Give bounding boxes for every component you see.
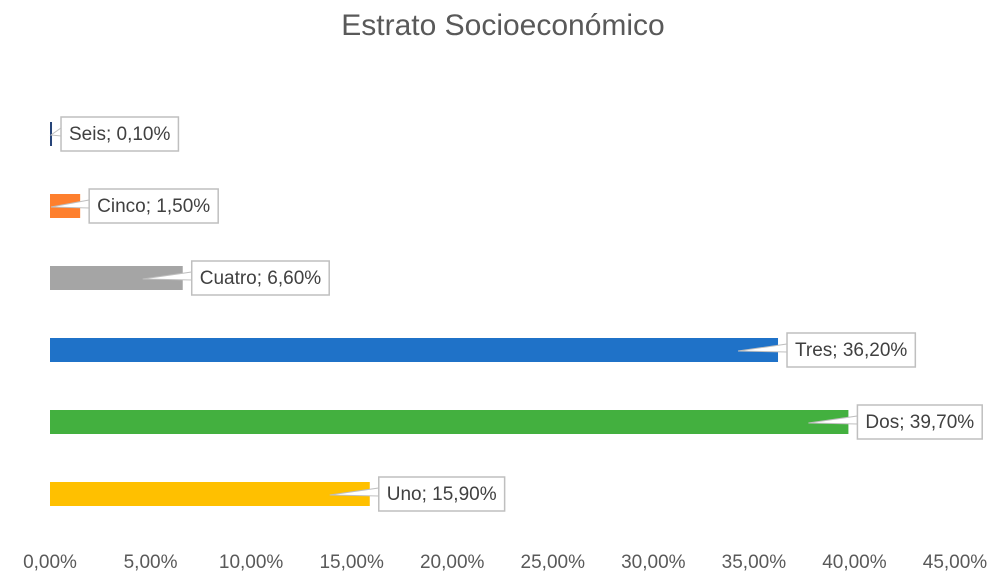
x-tick-label: 30,00% [621, 552, 686, 573]
bar [50, 482, 370, 506]
data-label: Tres; 36,20% [795, 340, 907, 361]
leader-line [49, 127, 62, 137]
data-label-box [786, 332, 917, 368]
x-tick-label: 5,00% [124, 552, 178, 573]
x-tick-label: 15,00% [319, 552, 384, 573]
data-label: Cinco; 1,50% [97, 196, 210, 217]
data-label-box [856, 404, 983, 440]
x-tick-label: 35,00% [722, 552, 787, 573]
data-label: Uno; 15,90% [387, 484, 497, 505]
x-tick-label: 40,00% [822, 552, 887, 573]
data-label: Dos; 39,70% [865, 412, 974, 433]
data-label-box [378, 476, 506, 512]
bar [50, 410, 849, 434]
x-tick-label: 25,00% [521, 552, 586, 573]
data-label: Seis; 0,10% [69, 124, 170, 145]
chart-title: Estrato Socioeconómico [341, 9, 665, 42]
x-tick-label: 10,00% [219, 552, 284, 573]
data-label-box [190, 260, 330, 296]
x-tick-label: 45,00% [923, 552, 988, 573]
x-tick-label: 0,00% [23, 552, 77, 573]
data-label-box [60, 116, 180, 152]
data-label: Cuatro; 6,60% [200, 268, 322, 289]
bar [50, 338, 779, 362]
x-tick-label: 20,00% [420, 552, 485, 573]
bar [50, 122, 53, 146]
data-label-box [88, 188, 219, 224]
